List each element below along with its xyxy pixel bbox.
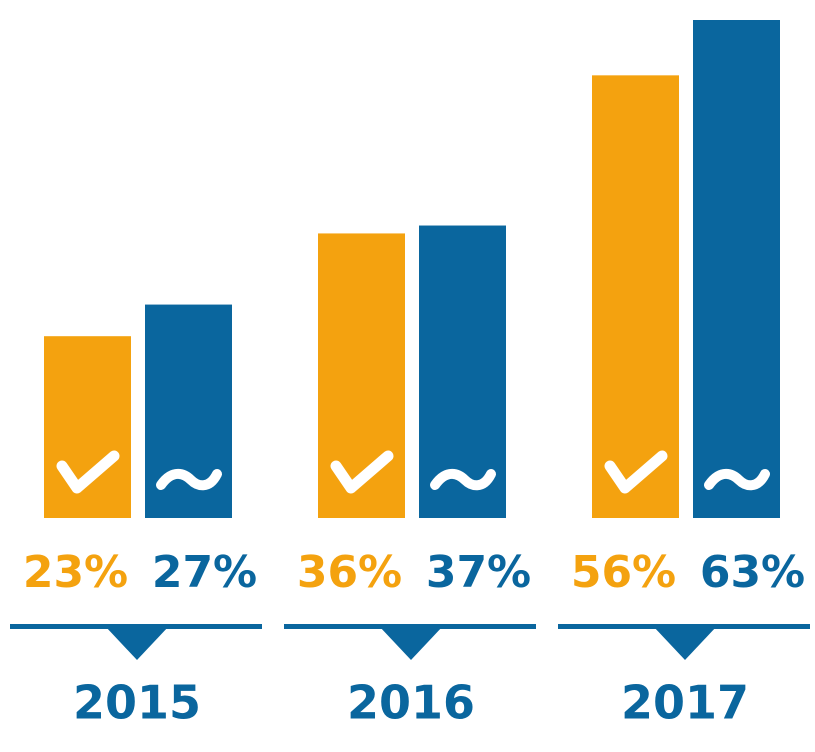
tilde-icon	[156, 468, 222, 491]
check-icon	[604, 450, 668, 494]
bar	[693, 20, 780, 518]
x-tick-label: 2016	[347, 676, 475, 730]
value-label: 36%	[297, 547, 402, 598]
value-label: 23%	[23, 547, 128, 598]
tilde-icon	[430, 468, 496, 491]
value-label: 27%	[152, 547, 257, 598]
check-icon	[330, 450, 394, 494]
bar	[44, 336, 131, 518]
tilde-icon	[704, 468, 770, 491]
pointer	[379, 626, 443, 660]
x-tick-label: 2017	[621, 676, 749, 730]
x-tick-label: 2015	[73, 676, 201, 730]
value-label: 56%	[571, 547, 676, 598]
value-label: 37%	[426, 547, 531, 598]
value-label: 63%	[700, 547, 805, 598]
bar	[592, 75, 679, 518]
pointer	[105, 626, 169, 660]
pointer	[653, 626, 717, 660]
check-icon	[56, 450, 120, 494]
